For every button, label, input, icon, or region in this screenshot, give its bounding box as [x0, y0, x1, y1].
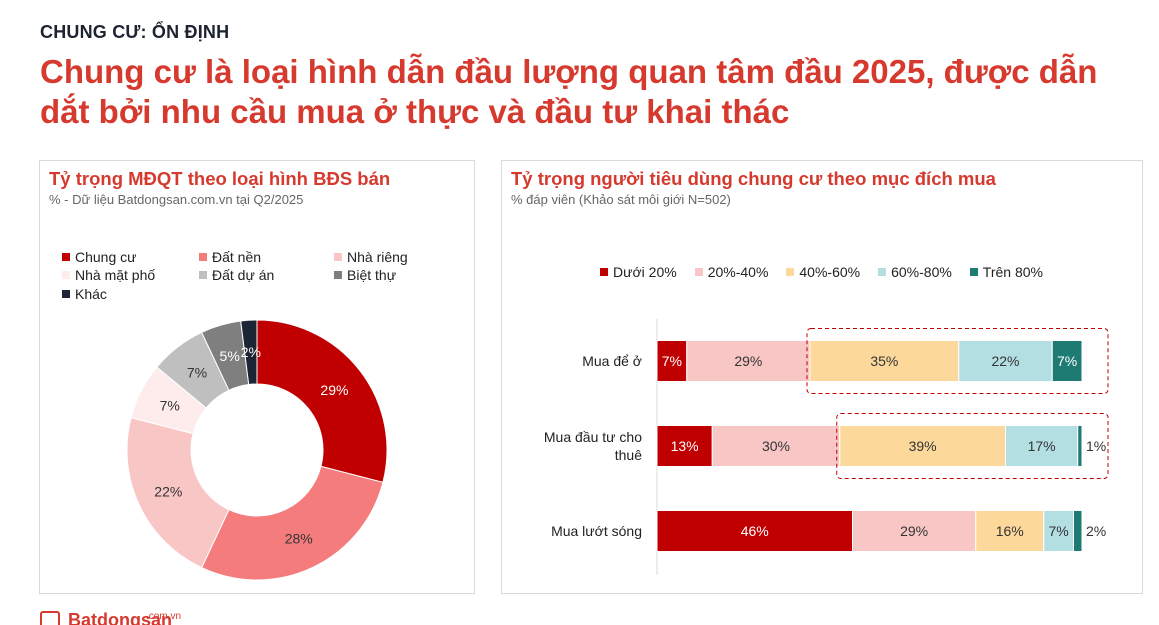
legend-swatch — [199, 271, 207, 279]
legend-label: Nhà mặt phố — [75, 267, 156, 283]
legend-item: Khác — [62, 286, 107, 302]
legend-item: 60%-80% — [878, 264, 952, 280]
data-label: 2% — [1086, 523, 1106, 539]
donut-slice — [240, 319, 258, 386]
legend-label: 20%-40% — [707, 264, 769, 280]
slice-label: 5% — [220, 348, 240, 364]
slice-label: 7% — [187, 365, 207, 381]
legend-item: Đất nền — [199, 249, 261, 265]
category-label: Mua đầu tư cho thuê — [544, 429, 642, 463]
category-label: Mua để ở — [582, 353, 642, 369]
donut-slice — [200, 465, 384, 581]
bar-segment — [852, 510, 977, 552]
data-label: 13% — [671, 438, 699, 454]
legend-swatch — [334, 253, 342, 261]
bar-segment — [1005, 425, 1079, 467]
legend-item: 40%-60% — [786, 264, 860, 280]
bar-chart-title: Tỷ trọng người tiêu dùng chung cư theo m… — [511, 168, 996, 189]
slice-label: 22% — [154, 484, 182, 500]
slice-label: 2% — [241, 344, 261, 360]
bar-segment — [958, 340, 1053, 382]
section-kicker: CHUNG CƯ: ỔN ĐỊNH — [40, 22, 230, 42]
stacked-bar-chart: Mua để ở 7% 29% 35% 22% 7% Mua đầu tư cho thuê 1… — [544, 319, 1109, 575]
legend-swatch — [334, 271, 342, 279]
legend-item: Biệt thự — [334, 267, 396, 283]
legend-swatch — [878, 268, 887, 276]
data-label: 7% — [1049, 523, 1069, 539]
bar-segment — [656, 340, 688, 382]
legend-item: Trên 80% — [969, 264, 1043, 280]
data-label: 29% — [900, 523, 928, 539]
bar-segment — [975, 510, 1045, 552]
slice-label: 7% — [160, 398, 180, 414]
legend-swatch — [694, 268, 703, 276]
slice-label: 29% — [320, 382, 348, 398]
legend-label: Nhà riêng — [347, 249, 408, 265]
brand-logo-text: Batdongsan — [68, 610, 173, 625]
donut-chart-panel: Tỷ trọng MĐQT theo loại hình BĐS bán % -… — [39, 160, 475, 594]
data-label: 17% — [1028, 438, 1056, 454]
legend-label: Đất nền — [212, 249, 262, 265]
donut-chart-title: Tỷ trọng MĐQT theo loại hình BĐS bán — [49, 168, 391, 189]
legend-swatch — [62, 290, 70, 298]
legend-swatch — [199, 253, 207, 261]
legend-swatch — [786, 268, 795, 276]
data-label: 7% — [662, 353, 682, 369]
legend-item: Nhà riêng — [334, 249, 408, 265]
data-label: 39% — [909, 438, 937, 454]
bar-segment — [656, 510, 853, 552]
legend-swatch — [62, 271, 70, 279]
house-icon — [40, 611, 60, 625]
bar-segment — [1073, 510, 1083, 552]
legend-label: Khác — [75, 286, 107, 302]
legend-label: 40%-60% — [799, 264, 861, 280]
data-label: 35% — [870, 353, 898, 369]
legend-label: Đất dự án — [212, 267, 275, 283]
stacked-bar-panel: Tỷ trọng người tiêu dùng chung cư theo m… — [501, 160, 1143, 594]
legend-item: Chung cư — [62, 249, 137, 265]
legend-label: Dưới 20% — [613, 264, 677, 280]
page-headline: Chung cư là loại hình dẫn đầu lượng quan… — [40, 53, 1098, 130]
highlight-box — [806, 328, 1109, 394]
legend-swatch — [969, 268, 978, 276]
bar-segment — [1051, 340, 1083, 382]
data-label: 29% — [734, 353, 762, 369]
bar-chart-subtitle: % đáp viên (Khảo sát môi giới N=502) — [511, 192, 731, 207]
data-label: 7% — [1057, 353, 1077, 369]
legend-label: Trên 80% — [982, 264, 1043, 280]
data-label: 1% — [1086, 438, 1106, 454]
legend-item: Dưới 20% — [600, 264, 677, 280]
highlight-box — [836, 413, 1109, 479]
legend-item: Nhà mặt phố — [62, 267, 155, 283]
legend-swatch — [62, 253, 70, 261]
slice-label: 28% — [285, 531, 313, 547]
bar-segment — [1077, 425, 1083, 467]
donut-slice — [256, 319, 388, 483]
bar-legend: Dưới 20% 20%-40% 40%-60% 60%-80% Trên 80% — [600, 264, 1043, 280]
brand-logo-domain: .com.vn — [146, 611, 182, 622]
legend-label: 60%-80% — [891, 264, 952, 280]
data-label: 16% — [996, 523, 1024, 539]
brand-logo: Batdongsan — [40, 610, 172, 625]
bar-segment — [1043, 510, 1074, 552]
category-label: Mua lướt sóng — [551, 523, 642, 539]
donut-chart: 29% 28% 22% 7% 7% 5% 2% — [126, 319, 388, 581]
data-label: 46% — [741, 523, 769, 539]
legend-item: Đất dự án — [199, 267, 274, 283]
bar-segment — [809, 340, 960, 382]
legend-label: Biệt thự — [347, 267, 397, 283]
legend-item: 20%-40% — [694, 264, 769, 280]
donut-slice — [126, 417, 230, 569]
legend-swatch — [600, 268, 608, 276]
data-label: 30% — [762, 438, 790, 454]
legend-label: Chung cư — [75, 249, 137, 265]
data-label: 22% — [991, 353, 1019, 369]
donut-chart-subtitle: % - Dữ liệu Batdongsan.com.vn tại Q2/202… — [49, 192, 304, 207]
